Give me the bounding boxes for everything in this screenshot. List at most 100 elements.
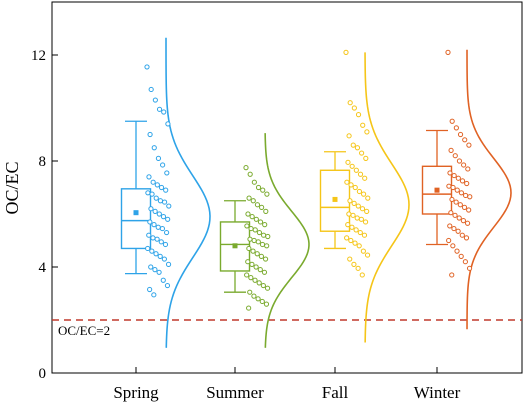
fall-point <box>359 206 366 212</box>
summer-point <box>248 225 254 232</box>
summer-point <box>264 191 270 197</box>
spring-point <box>158 239 164 245</box>
summer-point <box>263 301 270 307</box>
summer-point <box>260 282 266 289</box>
spring-point <box>153 251 159 257</box>
winter-mean-marker <box>434 187 440 193</box>
winter-point <box>449 118 455 124</box>
summer-distribution-curve <box>264 133 310 348</box>
summer-point <box>255 296 261 302</box>
spring-point <box>160 277 166 283</box>
spring-point <box>162 199 168 205</box>
winter-point <box>452 153 458 159</box>
summer-point <box>257 219 264 225</box>
fall-point <box>348 237 354 244</box>
fall-point <box>353 227 359 233</box>
fall-point <box>361 232 368 238</box>
summer-mean-marker <box>232 243 238 249</box>
summer-point <box>254 202 261 208</box>
winter-point <box>454 248 460 254</box>
spring-point <box>160 214 167 220</box>
winter-point <box>449 272 455 278</box>
fall-distribution-curve <box>364 52 410 343</box>
winter-point <box>466 265 473 271</box>
fall-point <box>359 150 365 156</box>
spring-point <box>155 155 162 161</box>
winter-point <box>451 172 457 179</box>
y-tick-label-2: 8 <box>39 154 47 170</box>
y-tick-label-1: 4 <box>39 260 47 276</box>
spring-point <box>165 216 171 222</box>
spring-point <box>163 187 169 193</box>
spring-point <box>149 191 155 197</box>
x-tick-label-winter: Winter <box>414 383 461 402</box>
fall-point <box>347 100 353 106</box>
summer-point <box>249 261 255 267</box>
spring-point <box>148 206 154 212</box>
winter-point <box>457 131 464 138</box>
summer-point <box>245 211 251 217</box>
fall-point <box>355 203 361 209</box>
spring-point <box>166 203 172 209</box>
summer-point <box>253 264 259 270</box>
winter-point <box>461 162 467 168</box>
spring-point <box>163 229 170 236</box>
fall-point <box>346 211 352 217</box>
spring-point <box>156 269 162 275</box>
fall-mean-marker <box>332 196 338 202</box>
fall-point <box>365 195 371 201</box>
winter-point <box>466 207 472 213</box>
fall-point <box>350 212 356 218</box>
summer-point <box>246 245 252 252</box>
fall-point <box>347 198 353 204</box>
spring-point <box>158 184 165 191</box>
summer-point <box>250 198 256 204</box>
x-tick-label-spring: Spring <box>113 383 159 402</box>
spring-point <box>153 195 159 201</box>
fall-point <box>351 105 357 111</box>
spring-mean-marker <box>133 210 139 216</box>
summer-point <box>265 233 271 240</box>
spring-point <box>156 211 162 217</box>
summer-point <box>256 280 262 286</box>
fall-point <box>351 200 357 206</box>
summer-point <box>250 248 256 254</box>
series-fall <box>319 49 410 343</box>
fall-point <box>358 216 364 222</box>
summer-point <box>249 214 255 220</box>
winter-point <box>458 190 465 196</box>
fall-point <box>346 133 352 139</box>
fall-point <box>354 215 360 221</box>
spring-point <box>159 225 165 232</box>
summer-point <box>253 216 259 222</box>
summer-point <box>256 229 263 236</box>
spring-point <box>157 198 164 204</box>
summer-point <box>264 285 271 291</box>
winter-point <box>463 235 470 241</box>
winter-point <box>456 215 462 221</box>
summer-point <box>248 275 254 281</box>
fall-point <box>364 252 371 258</box>
winter-point <box>453 199 459 205</box>
winter-point <box>459 232 465 238</box>
spring-point <box>151 145 157 151</box>
winter-distribution-curve <box>466 49 512 330</box>
summer-point <box>255 239 261 245</box>
x-tick-label-fall: Fall <box>322 383 349 402</box>
fall-point <box>345 159 351 165</box>
spring-point <box>144 64 150 70</box>
fall-point <box>357 171 364 177</box>
spring-point <box>147 219 153 225</box>
spring-point <box>155 224 161 230</box>
winter-point <box>458 253 464 259</box>
spring-point <box>148 264 154 270</box>
reference-line-label: OC/EC=2 <box>58 323 110 338</box>
plot-frame <box>51 1 523 374</box>
winter-point <box>454 187 460 193</box>
fall-point <box>364 129 370 135</box>
fall-point <box>344 179 350 185</box>
summer-point <box>247 236 253 242</box>
spring-point <box>160 162 166 168</box>
spring-point <box>154 236 160 242</box>
summer-point <box>262 222 268 228</box>
